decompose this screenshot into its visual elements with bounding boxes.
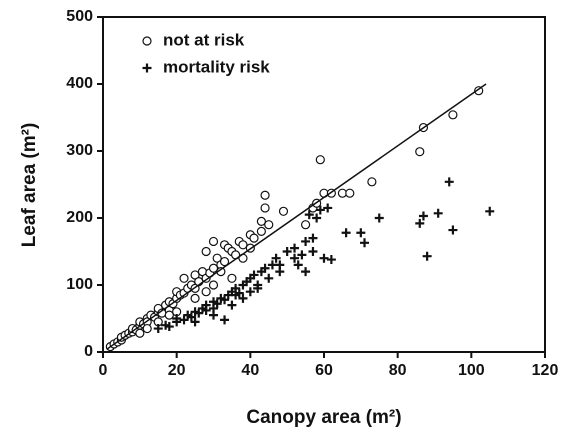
point [367,177,377,187]
point [275,260,285,270]
point [238,240,248,250]
point [448,110,458,120]
point [444,177,454,187]
point [253,283,263,293]
point [227,273,237,283]
point [260,263,270,273]
legend-marker [142,36,152,46]
x-tick-label: 0 [99,362,108,379]
point [308,233,318,243]
point [249,270,259,280]
point [300,220,311,230]
point [315,205,325,215]
y-tick-label: 500 [66,8,93,25]
point [135,328,145,338]
point [260,190,270,200]
x-tick-label: 80 [389,362,407,379]
y-tick-label: 300 [66,142,93,159]
point [433,208,443,218]
x-tick-label: 40 [241,362,259,379]
point [312,213,322,223]
point [264,220,274,230]
x-tick-label: 120 [532,362,559,379]
point [448,225,458,235]
point [194,308,204,318]
point [290,243,300,253]
point [256,226,266,236]
legend-marker [142,63,152,73]
point [209,303,218,313]
point [345,188,355,198]
point [297,250,307,260]
point [142,323,152,334]
point [249,233,259,243]
point [219,256,230,267]
point [418,211,428,221]
point [422,251,432,261]
point [208,280,219,290]
point [190,293,200,303]
y-tick-label: 400 [66,75,93,92]
point [341,228,351,238]
y-tick-label: 0 [84,343,93,360]
point [485,206,495,216]
point [220,295,230,305]
point [415,147,425,157]
point [245,287,255,297]
point [271,253,281,263]
point [208,263,219,273]
point [474,86,484,96]
point [179,315,189,325]
x-tick-label: 20 [168,362,186,379]
point [256,216,266,226]
point [153,324,163,334]
point [220,315,230,325]
fit-line [106,83,487,350]
point [301,267,311,277]
legend-label: not at risk [163,30,245,49]
point [356,228,366,238]
point [201,300,211,310]
point [164,322,174,332]
x-tick-label: 60 [315,362,333,379]
point [326,255,336,265]
point [308,247,318,256]
point [227,300,237,310]
point [293,260,303,270]
legend-label: mortality risk [163,57,270,76]
point [190,317,200,327]
x-axis-title: Canopy area (m²) [246,407,401,428]
x-tick-label: 100 [458,362,485,379]
point [374,213,384,223]
point [319,253,329,263]
y-tick-label: 100 [66,276,93,293]
point [164,310,174,320]
point [415,218,425,228]
y-tick-label: 200 [66,209,93,226]
point [264,273,274,283]
point [238,293,248,303]
point [186,312,196,322]
point [315,155,325,165]
y-axis-title: Leaf area (m²) [19,123,40,248]
point [212,299,222,309]
point [231,290,241,300]
point [301,236,311,246]
point [290,253,300,263]
point [323,203,333,213]
point [282,247,292,256]
point [260,203,270,213]
point [179,273,189,283]
point [201,246,211,257]
point [278,206,289,216]
point [304,210,314,220]
point [172,314,182,323]
point [360,238,370,248]
point [208,236,219,247]
point [201,287,211,297]
